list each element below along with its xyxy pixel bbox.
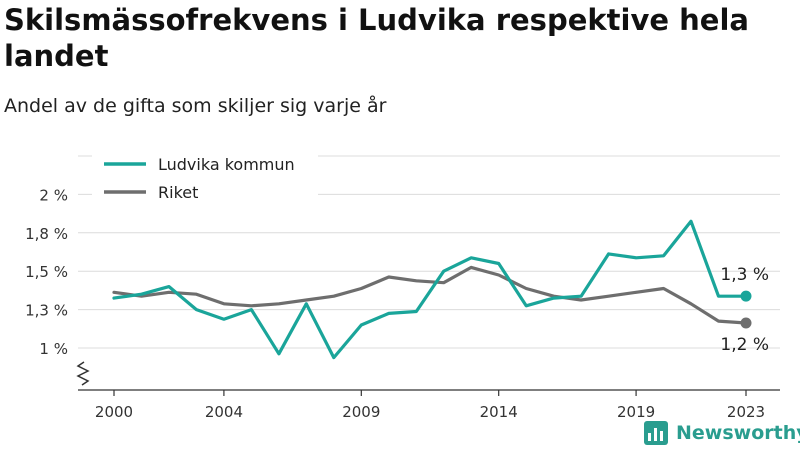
series-line-ludvika (112, 219, 748, 360)
series-end-point-ludvika (740, 290, 752, 302)
brand-name: Newsworthy (676, 422, 800, 444)
chart-subtitle: Andel av de gifta som skiljer sig varje … (4, 95, 387, 117)
x-tick-label: 2000 (95, 403, 133, 421)
legend-label: Ludvika kommun (158, 155, 295, 174)
chart-title: Skilsmässofrekvens i Ludvika respektive … (4, 3, 749, 73)
end-value-label: 1,3 % (720, 265, 769, 285)
y-tick-label: 1,8 % (25, 225, 68, 243)
y-tick-label: 1 % (39, 340, 68, 358)
x-tick-label: 2019 (617, 403, 655, 421)
newsworthy-logo-icon (644, 421, 668, 445)
x-tick-label: 2023 (727, 403, 765, 421)
end-value-label: 1,2 % (720, 335, 769, 355)
y-tick-label: 1,5 % (25, 263, 68, 281)
y-tick-label: 2 % (39, 186, 68, 204)
legend-label: Riket (158, 183, 198, 202)
x-tick-label: 2004 (205, 403, 243, 421)
x-tick-label: 2014 (480, 403, 518, 421)
y-axis-break-icon (76, 361, 90, 386)
series-end-point-riket (740, 317, 752, 329)
legend-background (92, 150, 318, 206)
x-tick-label: 2009 (342, 403, 380, 421)
series-line-riket (112, 265, 748, 325)
y-tick-label: 1,3 % (25, 302, 68, 320)
newsworthy-brand[interactable]: Newsworthy (644, 420, 800, 446)
